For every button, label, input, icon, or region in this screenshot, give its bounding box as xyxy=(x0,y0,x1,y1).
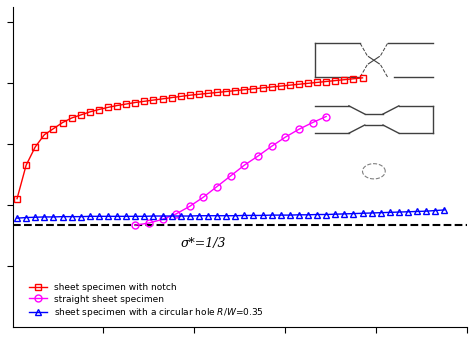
Text: σ*=1/3: σ*=1/3 xyxy=(181,237,226,250)
Legend: sheet specimen with notch, straight sheet specimen, sheet specimen with a circul: sheet specimen with notch, straight shee… xyxy=(26,280,267,322)
